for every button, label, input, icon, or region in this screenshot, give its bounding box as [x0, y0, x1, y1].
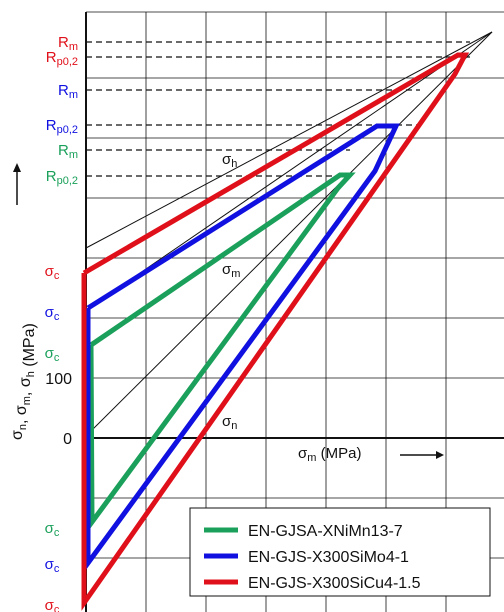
legend-label: EN-GJSA-XNiMn13-7: [248, 523, 403, 540]
reference-lines: [85, 31, 493, 437]
x-axis-arrowhead: [436, 451, 444, 459]
legend: EN-GJSA-XNiMn13-7 EN-GJS-X300SiMo4-1 EN-GJ…: [189, 507, 491, 597]
legend-box: [189, 507, 491, 597]
series-polygon: [81, 52, 470, 611]
strength-level-label: Rp0,2: [46, 168, 78, 187]
sigma-c-label: σc: [45, 520, 60, 539]
strength-level-label: Rm: [58, 34, 78, 53]
y-axis-arrowhead: [13, 163, 21, 172]
legend-label: EN-GJS-X300SiMo4-1: [248, 549, 409, 566]
sigma-n-line: [85, 31, 493, 437]
legend-label: EN-GJS-X300SiCu4-1.5: [248, 575, 421, 592]
y-tick-label: 100: [45, 371, 72, 388]
series-layer: [81, 52, 470, 611]
sigma-c-label: σc: [45, 556, 60, 575]
series-polygon: [88, 172, 356, 530]
sigma-c-label: σc: [45, 304, 60, 323]
sigma-h-line: [85, 31, 493, 249]
sigma-c-label: σc: [45, 345, 60, 364]
reference-line-label: σm: [222, 261, 240, 280]
strength-level-label: Rp0,2: [46, 117, 78, 136]
y-tick-label: 0: [63, 431, 72, 448]
reference-line-label: σn: [222, 413, 237, 432]
y-axis-label: σn, σm, σh (MPa): [9, 323, 38, 440]
strength-level-lines: [86, 41, 470, 177]
sigma-c-label: σc: [45, 597, 60, 612]
sigma-m-line: [85, 31, 493, 311]
y-axis-label-group: σn, σm, σh (MPa): [9, 323, 38, 440]
sigma-c-label: σc: [45, 263, 60, 282]
strength-level-label: Rm: [58, 82, 78, 101]
series-polygon: [85, 123, 400, 571]
x-axis-label: σm (MPa): [298, 445, 361, 464]
reference-line-label: σh: [222, 151, 237, 170]
strength-level-label: Rm: [58, 142, 78, 161]
